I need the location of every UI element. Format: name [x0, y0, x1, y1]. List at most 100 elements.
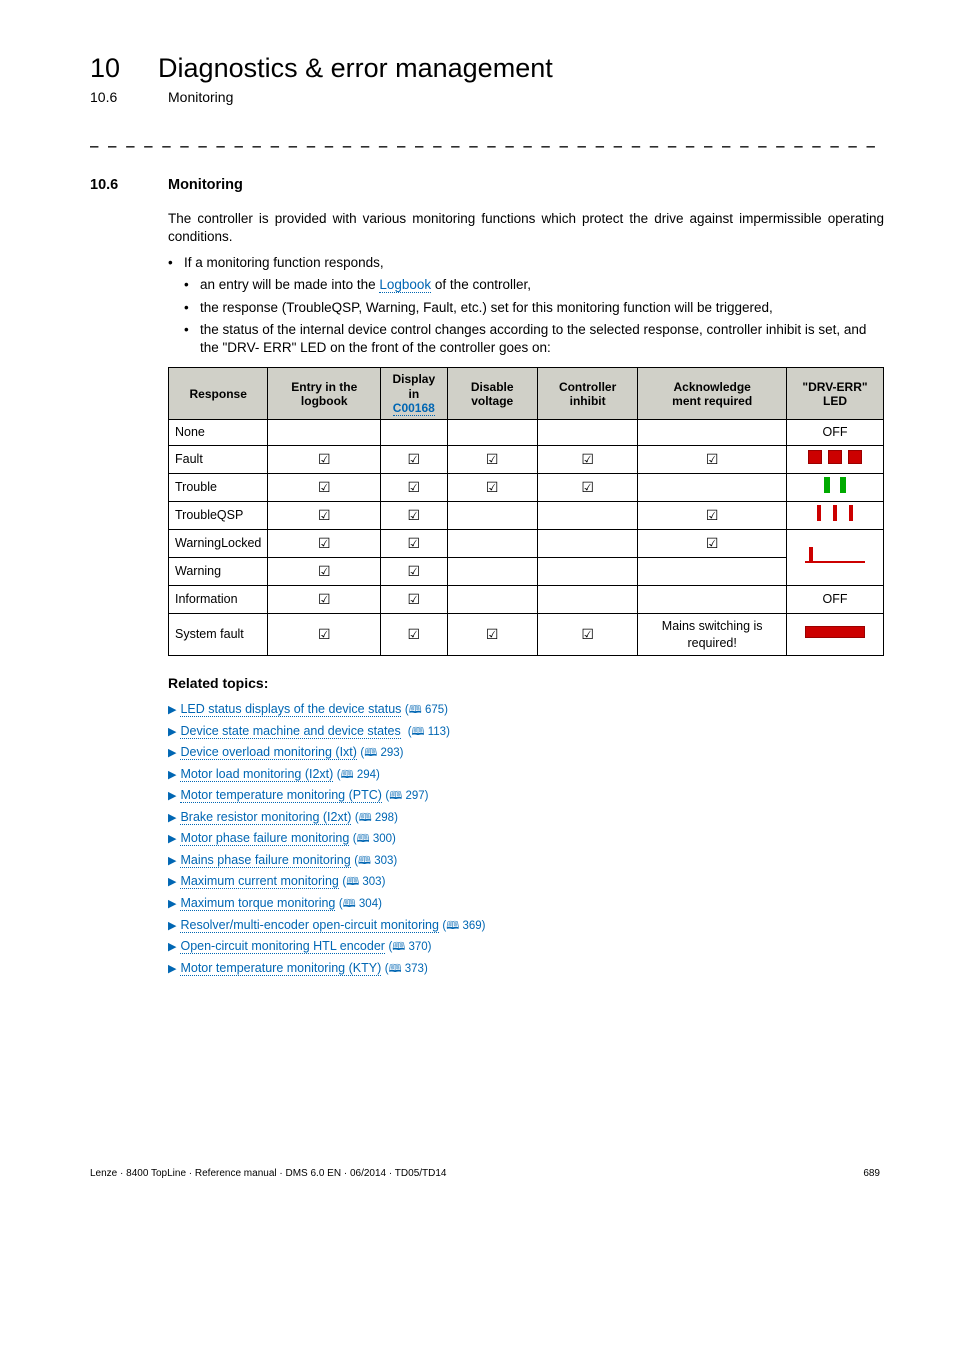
cell	[638, 585, 787, 613]
subsection-title: Monitoring	[168, 88, 233, 107]
led-cell: OFF	[787, 585, 884, 613]
cell: ☑	[537, 613, 637, 656]
topic-link[interactable]: Open-circuit monitoring HTL encoder	[180, 939, 385, 954]
subsection-number: 10.6	[90, 88, 130, 107]
cell: ☑	[268, 474, 381, 502]
list-item: ▶ Motor phase failure monitoring (🕮 300)	[168, 830, 884, 848]
arrow-icon: ▶	[168, 747, 176, 759]
table-row: Trouble ☑ ☑ ☑ ☑	[169, 474, 884, 502]
topic-link[interactable]: Device overload monitoring (Ixt)	[180, 745, 356, 760]
page-ref: (🕮 370)	[388, 941, 431, 953]
page-ref: (🕮 304)	[339, 898, 382, 910]
table-row: Fault ☑ ☑ ☑ ☑ ☑	[169, 446, 884, 474]
table-row: Warning ☑ ☑	[169, 557, 884, 585]
page-ref: (🕮 373)	[385, 963, 428, 975]
arrow-icon: ▶	[168, 920, 176, 932]
cell: ☑	[268, 613, 381, 656]
list-item: ▶Open-circuit monitoring HTL encoder (🕮 …	[168, 938, 884, 956]
cell	[638, 474, 787, 502]
logbook-link[interactable]: Logbook	[379, 277, 431, 293]
topic-link[interactable]: Motor phase failure monitoring	[180, 831, 349, 846]
page-number: 689	[863, 1167, 880, 1181]
bullet-text: of the controller,	[431, 277, 531, 292]
section-number: 10.6	[90, 176, 130, 196]
cell-label: System fault	[169, 613, 268, 656]
cell-label: Information	[169, 585, 268, 613]
arrow-icon: ▶	[168, 769, 176, 781]
cell	[537, 585, 637, 613]
cell: ☑	[447, 474, 537, 502]
page-ref: (🕮 294)	[337, 769, 380, 781]
arrow-icon: ▶	[168, 963, 176, 975]
separator: _ _ _ _ _ _ _ _ _ _ _ _ _ _ _ _ _ _ _ _ …	[90, 131, 884, 150]
page-ref: (🕮 300)	[353, 833, 396, 845]
list-item: ▶ Resolver/multi-encoder open-circuit mon…	[168, 917, 884, 935]
page-ref: (🕮 303)	[354, 855, 397, 867]
arrow-icon: ▶	[168, 898, 176, 910]
topic-link[interactable]: Brake resistor monitoring (I2xt)	[180, 810, 351, 825]
arrow-icon: ▶	[168, 833, 176, 845]
arrow-icon: ▶	[168, 876, 176, 888]
topic-link[interactable]: Device state machine and device states	[180, 724, 400, 739]
cell	[638, 420, 787, 446]
cell	[447, 420, 537, 446]
arrow-icon: ▶	[168, 726, 176, 738]
cell	[537, 557, 637, 585]
cell-label: WarningLocked	[169, 530, 268, 558]
topic-link[interactable]: Motor load monitoring (I2xt)	[180, 767, 333, 782]
cell: Mains switching is required!	[638, 613, 787, 656]
cell	[381, 420, 447, 446]
bullet-level2: the status of the internal device contro…	[184, 321, 884, 357]
cell	[447, 502, 537, 530]
led-red-blink-icon	[805, 453, 865, 467]
cell: ☑	[268, 530, 381, 558]
cell: ☑	[381, 530, 447, 558]
cell	[447, 585, 537, 613]
topic-link[interactable]: Maximum current monitoring	[180, 874, 338, 889]
cell: ☑	[381, 474, 447, 502]
list-item: ▶ Maximum current monitoring (🕮 303)	[168, 873, 884, 891]
cell	[537, 420, 637, 446]
table-row: TroubleQSP ☑ ☑ ☑	[169, 502, 884, 530]
led-red-thin-icon	[811, 510, 859, 524]
cell: ☑	[268, 502, 381, 530]
table-row: System fault ☑ ☑ ☑ ☑ Mains switching is …	[169, 613, 884, 656]
topic-link[interactable]: Resolver/multi-encoder open-circuit moni…	[180, 918, 438, 933]
list-item: ▶ Motor temperature monitoring (KTY) (🕮 3…	[168, 960, 884, 978]
topic-link[interactable]: Mains phase failure monitoring	[180, 853, 350, 868]
table-row: None OFF	[169, 420, 884, 446]
led-red-solid-icon	[805, 626, 865, 638]
arrow-icon: ▶	[168, 704, 176, 716]
led-green-icon	[819, 482, 851, 496]
page-ref: (🕮 113)	[408, 726, 450, 738]
cell	[638, 557, 787, 585]
footer-left: Lenze · 8400 TopLine · Reference manual …	[90, 1167, 447, 1181]
topic-link[interactable]: LED status displays of the device status	[180, 702, 401, 717]
intro-paragraph: The controller is provided with various …	[168, 210, 884, 246]
cell: ☑	[447, 446, 537, 474]
cell-label: Trouble	[169, 474, 268, 502]
page-ref: (🕮 675)	[405, 704, 448, 716]
page-ref: (🕮 369)	[442, 920, 485, 932]
cell: ☑	[381, 557, 447, 585]
topic-link[interactable]: Motor temperature monitoring (PTC)	[180, 788, 381, 803]
bullet-text: an entry will be made into the	[200, 277, 379, 292]
led-cell	[787, 446, 884, 474]
list-item: ▶ Motor load monitoring (I2xt) (🕮 294)	[168, 766, 884, 784]
cell: ☑	[638, 446, 787, 474]
cell: ☑	[447, 613, 537, 656]
led-cell	[787, 474, 884, 502]
topic-link[interactable]: Maximum torque monitoring	[180, 896, 335, 911]
display-code-link[interactable]: C00168	[393, 401, 435, 416]
col-disable: Disable voltage	[447, 368, 537, 420]
cell: ☑	[638, 530, 787, 558]
cell: ☑	[268, 446, 381, 474]
page-ref: (🕮 303)	[342, 876, 385, 888]
cell: ☑	[537, 474, 637, 502]
list-item: ▶Motor temperature monitoring (PTC) (🕮 2…	[168, 787, 884, 805]
col-logbook: Entry in the logbook	[268, 368, 381, 420]
chapter-title: Diagnostics & error management	[158, 50, 553, 86]
monitoring-table: Response Entry in the logbook Display in…	[168, 367, 884, 656]
topic-link[interactable]: Motor temperature monitoring (KTY)	[180, 961, 381, 976]
cell: ☑	[381, 585, 447, 613]
